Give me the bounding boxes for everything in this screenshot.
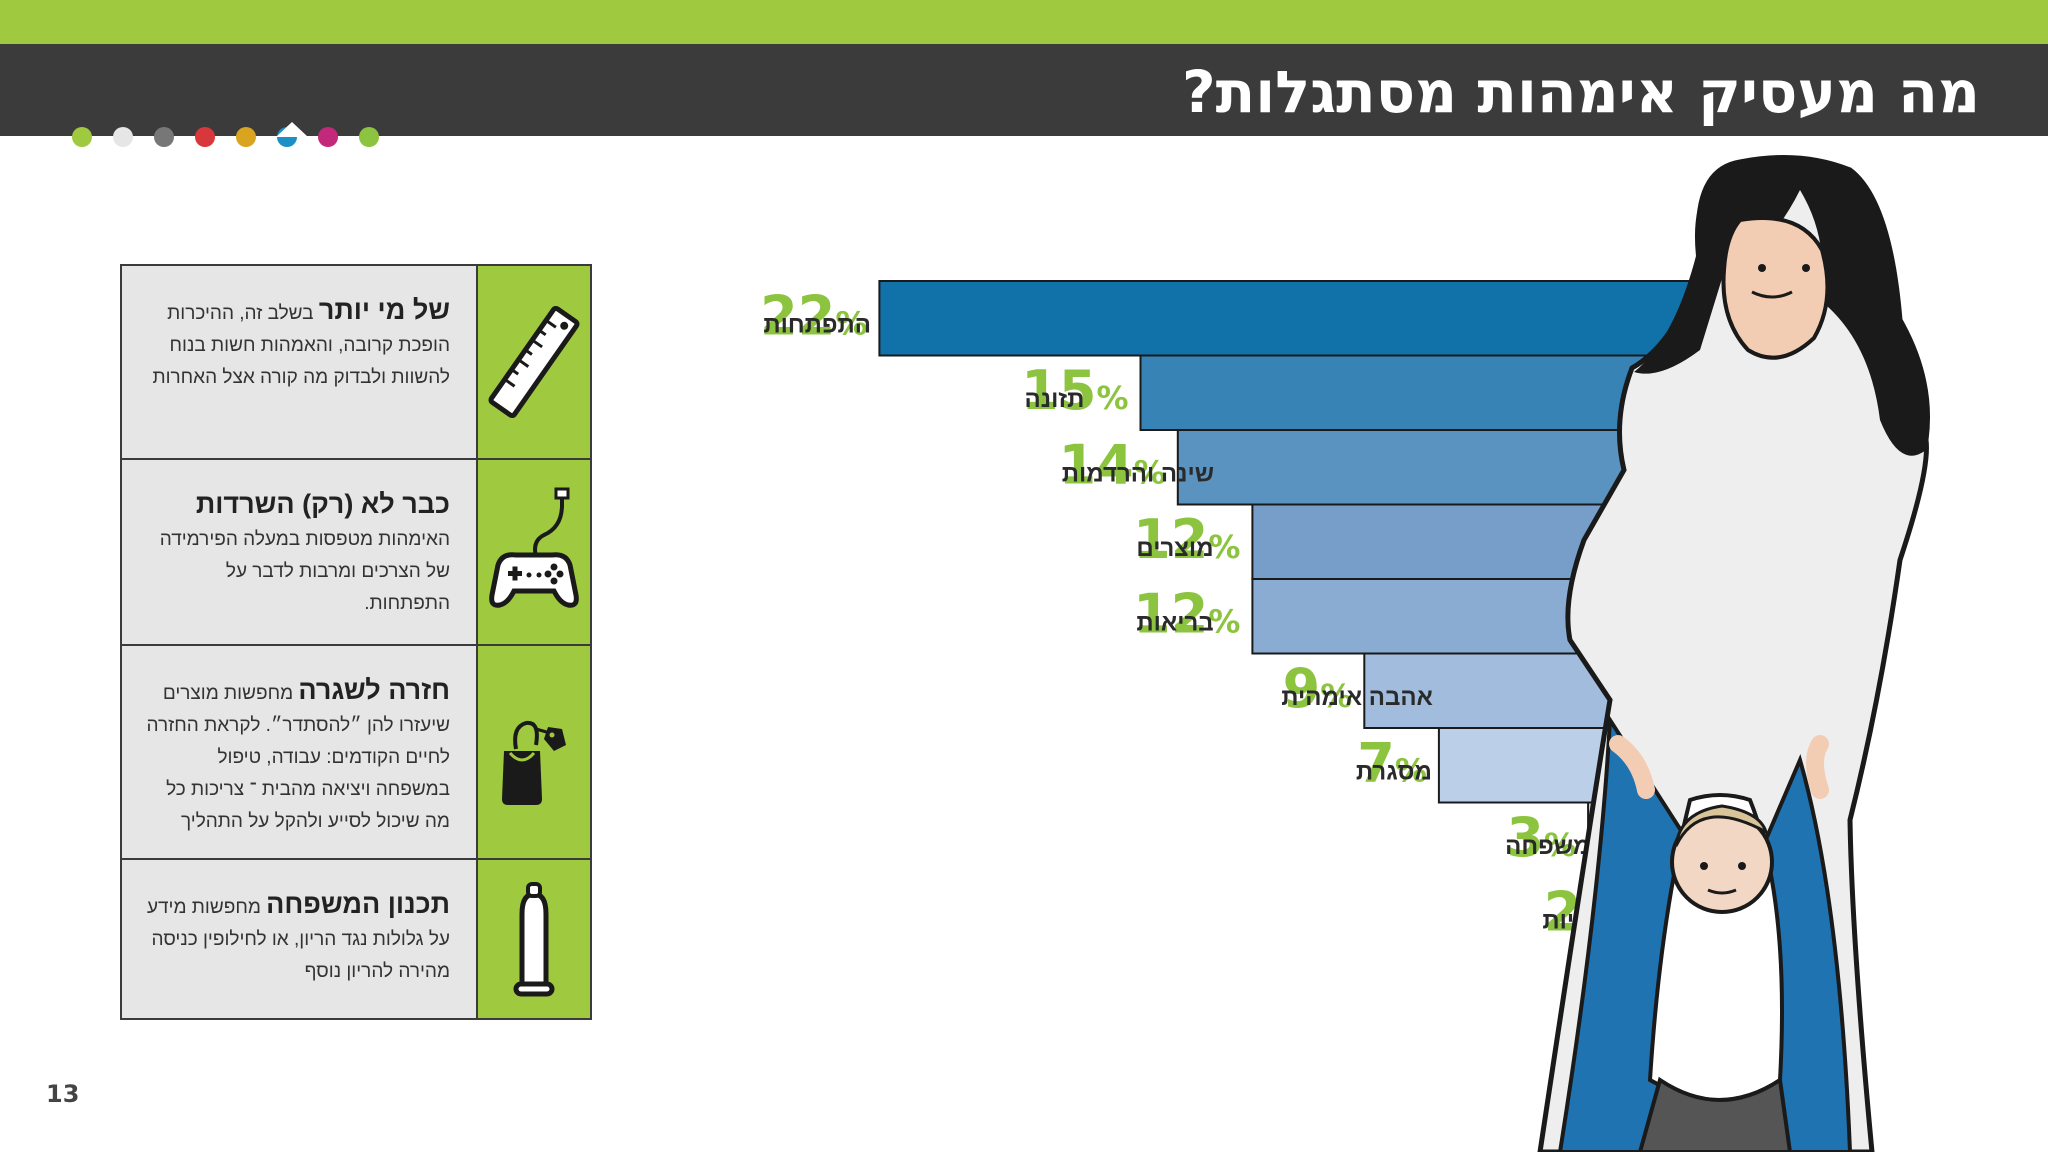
info-panel: של מי יותר בשלב זה, ההיכרות הופכת קרובה,… [120, 264, 592, 1020]
page-dot-5[interactable] [236, 127, 256, 147]
info-row-routine: חזרה לשגרה מחפשות מוצרים שיעזרו להן ״להס… [122, 646, 590, 860]
bar-label-6: 9% [1283, 657, 1353, 720]
bar-label-5: 12% [1133, 582, 1240, 645]
page-dot-3[interactable] [154, 127, 174, 147]
page-dot-4[interactable] [195, 127, 215, 147]
category-label-1: התפתחות [763, 311, 871, 338]
page-indicator-dots[interactable] [72, 127, 379, 147]
active-dot-pointer [276, 122, 308, 137]
info-row-body: מחפשות מוצרים שיעזרו להן ״להסתדר״. לקראת… [146, 683, 450, 832]
info-row-heading: חזרה לשגרה [298, 675, 450, 705]
info-row-survival: כבר לא (רק) השרדות האימהות מטפסות במעלה … [122, 460, 590, 646]
shopping-bag-icon [502, 720, 566, 805]
bar-1 [878, 280, 1701, 357]
ruler-icon [488, 305, 580, 419]
info-row-heading: תכנון המשפחה [266, 889, 450, 919]
category-label-2: תזונה [1025, 386, 1085, 413]
page-dot-1[interactable] [72, 127, 92, 147]
info-row-body: בשלב זה, ההיכרות הופכת קרובה, והאמהות חש… [152, 303, 450, 388]
bar-label-8: 3% [1506, 806, 1576, 869]
page-dot-7[interactable] [318, 127, 338, 147]
info-row-heading: של מי יותר [318, 295, 450, 325]
category-label-4: מוצרים [1136, 535, 1213, 562]
page-number: 13 [46, 1080, 80, 1108]
category-label-3: שינה והרדמות [1062, 460, 1214, 487]
category-label-7: מסגרת [1356, 758, 1432, 785]
page-title: מה מעסיק אימהות מסתגלות? [1181, 58, 1980, 126]
bar-label-3: 14% [1059, 433, 1166, 496]
top-accent-bar [0, 0, 2048, 44]
bar-label-1: 22% [760, 284, 867, 347]
category-label-6: אהבה אימהית [1281, 684, 1433, 711]
bar-label-7: 7% [1357, 731, 1427, 794]
page-dot-8[interactable] [359, 127, 379, 147]
mother-baby-illustration [1537, 155, 1930, 1152]
info-row-body: האימהות מטפסות במעלה הפירמידה של הצרכים … [159, 529, 450, 614]
info-row-family-planning: תכנון המשפחה מחפשות מידע על גלולות נגד ה… [122, 860, 590, 1018]
info-row-body: מחפשות מידע על גלולות נגד הריון, או לחיל… [146, 897, 450, 982]
bar-2 [1139, 354, 1701, 431]
gamepad-icon [489, 487, 579, 608]
info-row-comparison: של מי יותר בשלב זה, ההיכרות הופכת קרובה,… [122, 266, 590, 460]
info-row-heading: כבר לא (רק) השרדות [195, 489, 450, 519]
category-label-5: בריאות [1136, 609, 1213, 636]
page-dot-2[interactable] [113, 127, 133, 147]
condom-icon [513, 882, 555, 997]
header-bar [0, 44, 2048, 147]
bar-label-2: 15% [1021, 359, 1128, 422]
bar-label-4: 12% [1133, 508, 1240, 571]
